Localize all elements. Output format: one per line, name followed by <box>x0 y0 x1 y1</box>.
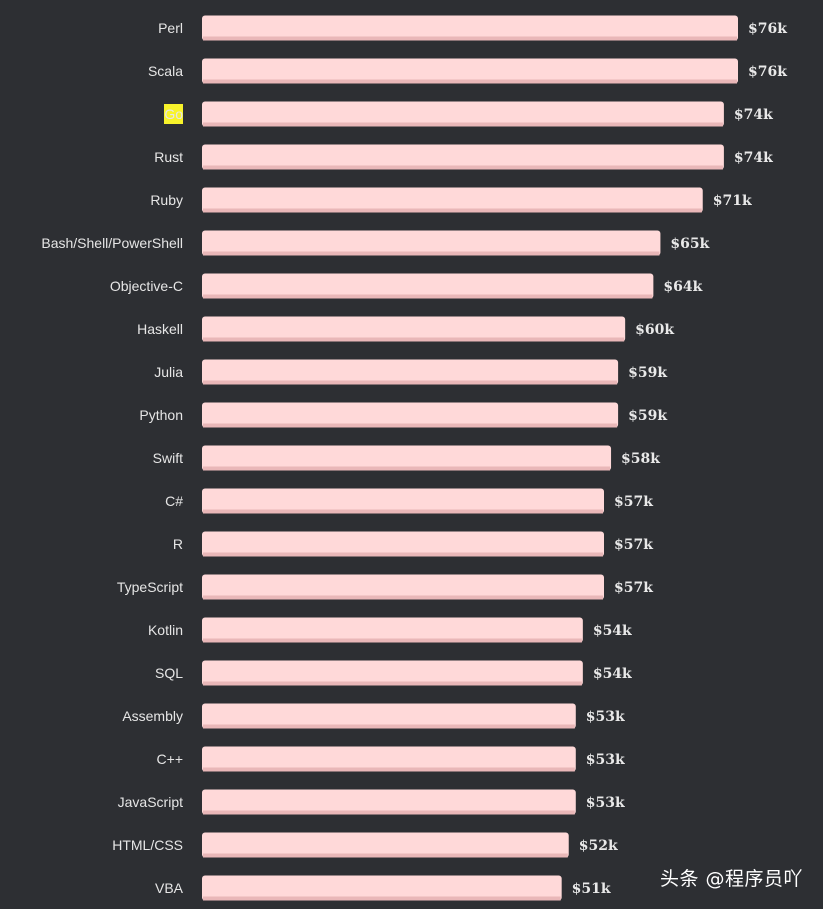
bar-shadow-sql <box>203 681 582 686</box>
bar-shadow-c <box>203 509 603 514</box>
value-label-objective-c: $64k <box>663 279 702 295</box>
bar-haskell <box>202 316 626 342</box>
value-label-c: $57k <box>614 494 653 510</box>
bar-sql <box>202 660 583 686</box>
watermark: 头条 @程序员吖 <box>659 868 803 890</box>
category-label-julia: Julia <box>154 364 183 380</box>
bar-vba <box>202 875 562 901</box>
bar-assembly <box>202 703 576 729</box>
category-label-rust: Rust <box>154 149 183 165</box>
bar-shadow-julia <box>203 380 618 385</box>
bar-scala <box>202 58 738 84</box>
category-label-scala: Scala <box>148 63 183 79</box>
value-label-kotlin: $54k <box>593 623 632 639</box>
value-label-vba: $51k <box>572 881 611 897</box>
category-label-c: C# <box>165 493 183 509</box>
bar-shadow-haskell <box>203 337 625 342</box>
bar-r <box>202 531 604 557</box>
category-label-perl: Perl <box>158 20 183 36</box>
category-label-haskell: Haskell <box>137 321 183 337</box>
value-label-perl: $76k <box>748 21 787 37</box>
highlight-mark <box>164 104 183 124</box>
bar-shadow-assembly <box>203 724 575 729</box>
category-label-python: Python <box>139 407 183 423</box>
category-label-typescript: TypeScript <box>117 579 183 595</box>
bar-kotlin <box>202 617 583 643</box>
bar-typescript <box>202 574 604 600</box>
value-label-swift: $58k <box>621 451 660 467</box>
category-label-r: R <box>173 536 183 552</box>
bar-javascript <box>202 789 576 815</box>
category-label-bash-shell-powershell: Bash/Shell/PowerShell <box>41 235 183 251</box>
category-label-c: C++ <box>157 751 183 767</box>
category-label-html-css: HTML/CSS <box>112 837 183 853</box>
category-label-ruby: Ruby <box>150 192 183 208</box>
bar-go <box>202 101 724 127</box>
value-label-ruby: $71k <box>713 193 752 209</box>
value-label-r: $57k <box>614 537 653 553</box>
category-label-go: Go <box>164 106 183 122</box>
value-label-go: $74k <box>734 107 773 123</box>
bar-shadow-c <box>203 767 575 772</box>
value-label-bash-shell-powershell: $65k <box>670 236 709 252</box>
bar-shadow-objective-c <box>203 294 653 299</box>
bar-shadow-go <box>203 122 723 127</box>
category-label-kotlin: Kotlin <box>148 622 183 638</box>
bar-c <box>202 746 576 772</box>
bar-shadow-r <box>203 552 603 557</box>
bar-shadow-javascript <box>203 810 575 815</box>
bar-shadow-html-css <box>203 853 568 858</box>
category-label-sql: SQL <box>155 665 183 681</box>
bar-shadow-ruby <box>203 208 702 213</box>
value-label-javascript: $53k <box>586 795 625 811</box>
bar-shadow-python <box>203 423 618 428</box>
bar-c <box>202 488 604 514</box>
value-label-python: $59k <box>628 408 667 424</box>
category-label-javascript: JavaScript <box>118 794 183 810</box>
value-label-haskell: $60k <box>635 322 674 338</box>
bar-python <box>202 402 619 428</box>
value-label-html-css: $52k <box>579 838 618 854</box>
value-label-typescript: $57k <box>614 580 653 596</box>
value-label-scala: $76k <box>748 64 787 80</box>
category-label-assembly: Assembly <box>122 708 183 724</box>
bar-ruby <box>202 187 703 213</box>
bar-julia <box>202 359 619 385</box>
bar-perl <box>202 15 738 41</box>
value-label-sql: $54k <box>593 666 632 682</box>
value-label-rust: $74k <box>734 150 773 166</box>
bar-html-css <box>202 832 569 858</box>
bar-shadow-bash-shell-powershell <box>203 251 660 256</box>
value-label-assembly: $53k <box>586 709 625 725</box>
category-label-vba: VBA <box>155 880 184 896</box>
bar-objective-c <box>202 273 654 299</box>
bar-shadow-perl <box>203 36 737 41</box>
category-label-swift: Swift <box>153 450 183 466</box>
bar-rust <box>202 144 724 170</box>
bar-shadow-typescript <box>203 595 603 600</box>
bar-swift <box>202 445 612 471</box>
value-label-c: $53k <box>586 752 625 768</box>
bar-shadow-vba <box>203 896 561 901</box>
value-label-julia: $59k <box>628 365 667 381</box>
bar-shadow-rust <box>203 165 723 170</box>
bar-shadow-kotlin <box>203 638 582 643</box>
bar-shadow-scala <box>203 79 737 84</box>
bar-shadow-swift <box>203 466 611 471</box>
bar-bash-shell-powershell <box>202 230 661 256</box>
category-label-objective-c: Objective-C <box>110 278 183 294</box>
